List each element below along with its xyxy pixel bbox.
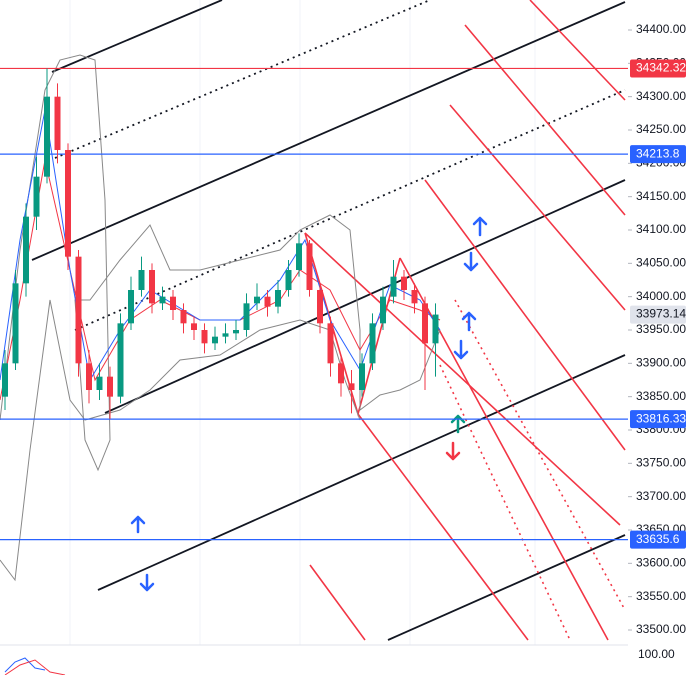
candle-body [285,270,292,290]
candle-body [275,290,281,307]
price-label: 33816.33 [636,411,686,425]
candle-body [180,310,187,324]
price-label-bg [630,305,686,324]
candle-body [212,336,218,344]
candle-body [170,296,176,310]
candle-body [422,303,428,344]
candle-body [12,283,19,364]
candle-body [117,323,124,397]
candle-body [159,296,166,304]
candle-body [243,303,250,330]
candle-body [432,314,439,344]
candle-body [33,176,40,217]
indicator-axis-label: 100.00 [638,647,675,661]
candle-body [264,296,271,307]
candle-body [369,323,376,364]
candle-body [138,270,145,290]
candle-body [327,323,334,364]
price-label: 34342.32 [636,61,686,75]
price-label-bg [630,145,686,164]
y-tick-label: 34300.00 [636,89,686,103]
candle-body [401,276,407,290]
drawings [0,0,628,676]
y-tick-label: 34100.00 [636,222,686,236]
candle-body [75,256,82,364]
candle-body [65,150,71,257]
price-label: 33635.6 [636,532,680,546]
candle-body [201,330,208,344]
candle-body [254,296,260,304]
y-tick-label: 33550.00 [636,589,686,603]
price-label: 34213.8 [636,146,680,160]
candle-body [338,363,344,384]
y-tick-label: 34000.00 [636,289,686,303]
y-tick-label: 34450.00 [636,0,686,3]
candle-body [149,270,155,304]
levels [0,67,628,541]
price-label-bg [630,530,686,549]
y-tick-label: 33600.00 [636,556,686,570]
candle-body [380,296,386,324]
candle-body [222,333,229,337]
candle-body [233,330,239,334]
candle-body [54,96,61,150]
candle-body [390,276,397,297]
price-label: 33973.14 [636,307,686,321]
y-tick-label: 33700.00 [636,489,686,503]
y-tick-label: 34400.00 [636,22,686,36]
candles [2,68,439,420]
y-tick-label: 33850.00 [636,389,686,403]
candle-body [128,290,134,324]
y-tick-label: 34050.00 [636,256,686,270]
candle-body [359,363,365,390]
price-label-bg [630,410,686,429]
candle-body [296,243,302,270]
candle-body [411,290,418,304]
y-tick-label: 33900.00 [636,356,686,370]
candle-body [317,290,323,324]
candle-body [2,363,8,397]
candle-body [86,363,92,390]
candle-body [107,376,113,397]
candle-body [306,243,313,290]
y-tick-label: 33500.00 [636,622,686,636]
candle-body [191,323,197,330]
axis: 33500.0033550.0033600.0033650.0033700.00… [628,0,686,636]
candle-body [23,216,29,284]
y-tick-label: 33950.00 [636,322,686,336]
y-tick-label: 34150.00 [636,189,686,203]
candle-body [348,383,355,390]
price-axis [628,0,686,675]
y-tick-label: 34250.00 [636,122,686,136]
price-label-bg [630,59,686,78]
candle-body [44,96,50,177]
candle-body [96,376,103,390]
y-tick-label: 33750.00 [636,456,686,470]
